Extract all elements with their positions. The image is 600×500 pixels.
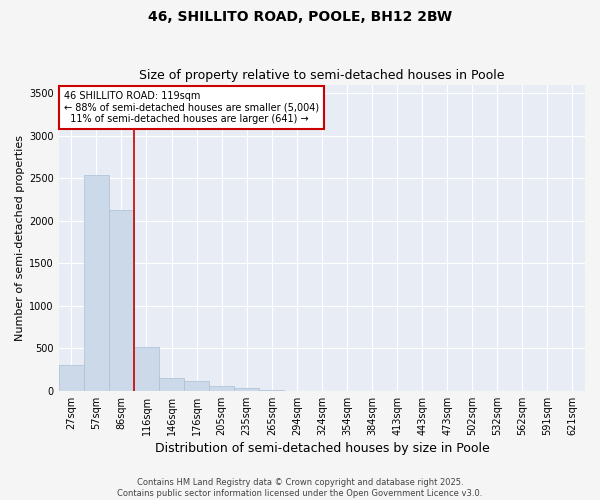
Bar xyxy=(84,174,109,391)
Text: 46 SHILLITO ROAD: 119sqm
← 88% of semi-detached houses are smaller (5,004)
  11%: 46 SHILLITO ROAD: 119sqm ← 88% of semi-d… xyxy=(64,90,319,124)
Y-axis label: Number of semi-detached properties: Number of semi-detached properties xyxy=(15,134,25,340)
Bar xyxy=(59,366,84,391)
Bar xyxy=(209,386,234,391)
Bar xyxy=(109,210,134,391)
Bar xyxy=(134,346,159,391)
X-axis label: Distribution of semi-detached houses by size in Poole: Distribution of semi-detached houses by … xyxy=(155,442,489,455)
Bar xyxy=(159,378,184,391)
Title: Size of property relative to semi-detached houses in Poole: Size of property relative to semi-detach… xyxy=(139,69,505,82)
Bar xyxy=(234,388,259,391)
Bar xyxy=(184,380,209,391)
Text: Contains HM Land Registry data © Crown copyright and database right 2025.
Contai: Contains HM Land Registry data © Crown c… xyxy=(118,478,482,498)
Text: 46, SHILLITO ROAD, POOLE, BH12 2BW: 46, SHILLITO ROAD, POOLE, BH12 2BW xyxy=(148,10,452,24)
